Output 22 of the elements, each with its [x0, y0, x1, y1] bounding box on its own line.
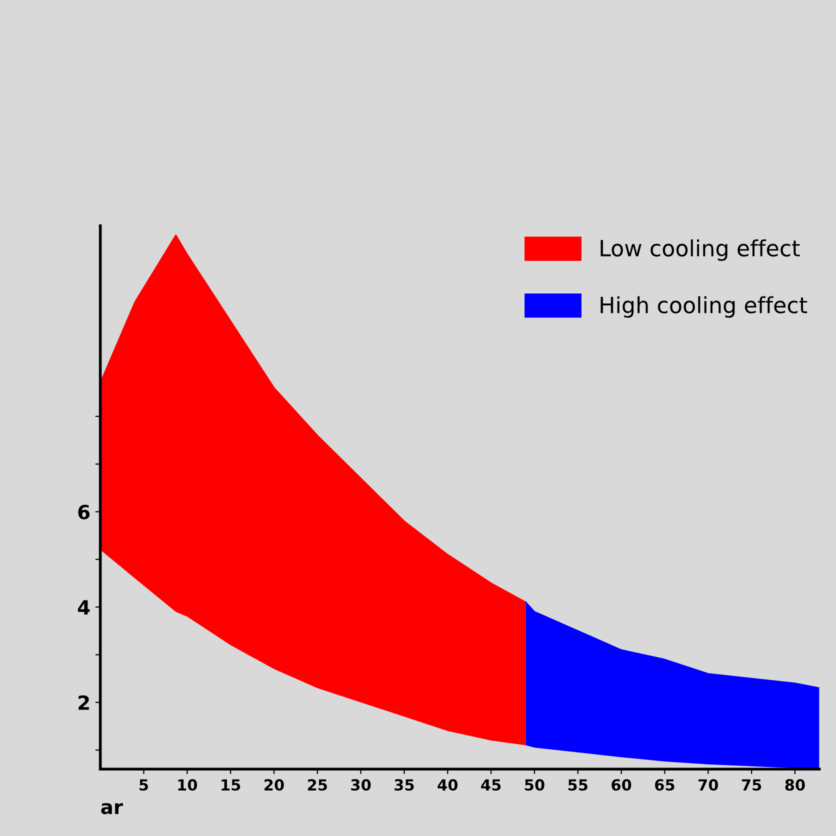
x-tick-label: 55 — [568, 779, 588, 791]
x-tick-label: 65 — [655, 779, 674, 791]
x-tick-label: 35 — [394, 779, 414, 791]
legend-label: Low cooling effect — [600, 239, 800, 261]
x-tick-label: 30 — [351, 779, 371, 791]
x-tick-label: 70 — [698, 779, 718, 791]
x-tick-label: 45 — [481, 779, 501, 791]
x-tick-label: 20 — [264, 779, 284, 791]
x-tick-label: 80 — [785, 779, 805, 791]
y-tick-label: 4 — [78, 600, 90, 614]
x-tick-label: 10 — [178, 779, 198, 791]
x-tick-label: 40 — [438, 779, 458, 791]
y-tick-label: 6 — [78, 504, 90, 520]
x-tick-label: 5 — [140, 779, 148, 791]
x-tick-label: 50 — [525, 779, 544, 791]
x-tick-label: 75 — [742, 779, 762, 791]
x-tick-label: 15 — [222, 779, 240, 791]
y-tick-label: 2 — [78, 695, 89, 710]
x-tick-label: 60 — [612, 779, 632, 791]
x-tick-label: 25 — [308, 779, 327, 791]
legend-label: High cooling effect — [600, 296, 808, 318]
x-axis-title: ar — [101, 803, 123, 814]
